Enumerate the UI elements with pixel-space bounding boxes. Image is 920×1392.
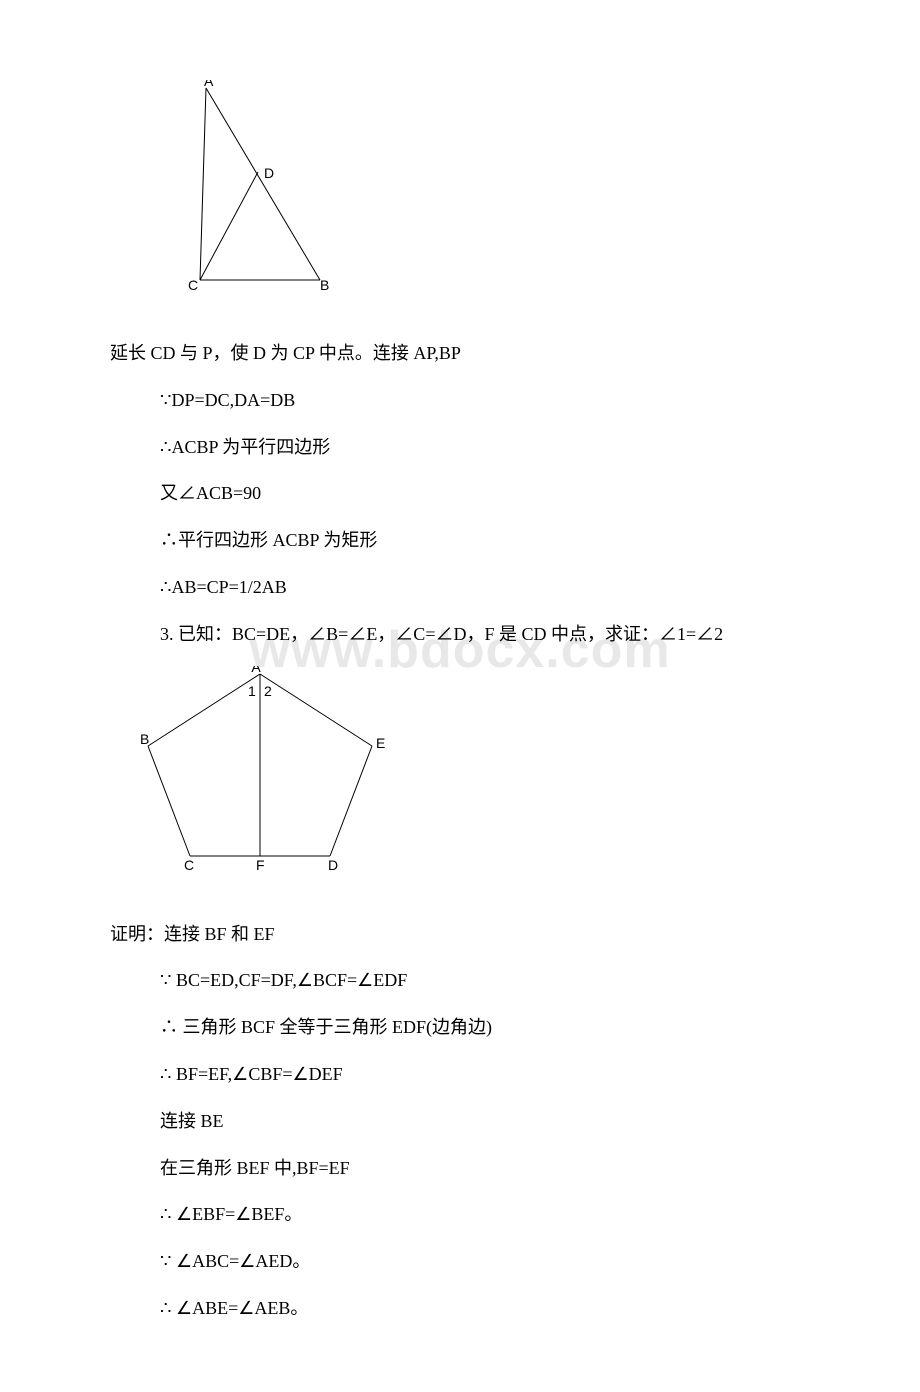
proof2-line6: 在三角形 BEF 中,BF=EF bbox=[110, 1145, 820, 1192]
proof2-line2: ∵ BC=ED,CF=DF,∠BCF=∠EDF bbox=[110, 957, 820, 1004]
proof2-line3: ∴ 三角形 BCF 全等于三角形 EDF(边角边) bbox=[110, 1004, 820, 1051]
fig2-label-1: 1 bbox=[248, 683, 256, 699]
fig2-label-2: 2 bbox=[264, 683, 272, 699]
fig1-label-c: C bbox=[188, 277, 198, 293]
proof2-line5: 连接 BE bbox=[110, 1098, 820, 1145]
fig2-label-b: B bbox=[140, 731, 149, 747]
figure-1: A D C B bbox=[180, 80, 820, 300]
proof1-line6: ∴AB=CP=1/2AB bbox=[110, 564, 820, 611]
fig2-label-a: A bbox=[251, 666, 261, 675]
fig1-label-a: A bbox=[204, 80, 214, 89]
fig2-label-d: D bbox=[328, 857, 338, 873]
proof2-line8: ∵ ∠ABC=∠AED。 bbox=[110, 1238, 820, 1285]
fig1-label-b: B bbox=[320, 277, 329, 293]
proof2-line7: ∴ ∠EBF=∠BEF。 bbox=[110, 1191, 820, 1238]
fig2-label-f: F bbox=[256, 857, 265, 873]
fig2-label-c: C bbox=[184, 857, 194, 873]
proof1-line3: ∴ACBP 为平行四边形 bbox=[110, 424, 820, 471]
proof2-line1: 证明：连接 BF 和 EF bbox=[110, 911, 820, 958]
figure-2: A 1 2 B E C F D bbox=[140, 666, 820, 881]
proof2-line9: ∴ ∠ABE=∠AEB。 bbox=[110, 1285, 820, 1332]
proof2-line4: ∴ BF=EF,∠CBF=∠DEF bbox=[110, 1051, 820, 1098]
document-content: A D C B 延长 CD 与 P，使 D 为 CP 中点。连接 AP,BP ∵… bbox=[110, 80, 820, 1332]
fig1-label-d: D bbox=[264, 165, 274, 181]
proof1-line2: ∵DP=DC,DA=DB bbox=[110, 377, 820, 424]
proof1-line5: ∴平行四边形 ACBP 为矩形 bbox=[110, 517, 820, 564]
problem3-statement: 3. 已知：BC=DE，∠B=∠E，∠C=∠D，F 是 CD 中点，求证：∠1=… bbox=[110, 611, 820, 658]
proof1-line4: 又∠ACB=90 bbox=[110, 470, 820, 517]
fig2-label-e: E bbox=[376, 735, 385, 751]
proof1-line1: 延长 CD 与 P，使 D 为 CP 中点。连接 AP,BP bbox=[110, 330, 820, 377]
